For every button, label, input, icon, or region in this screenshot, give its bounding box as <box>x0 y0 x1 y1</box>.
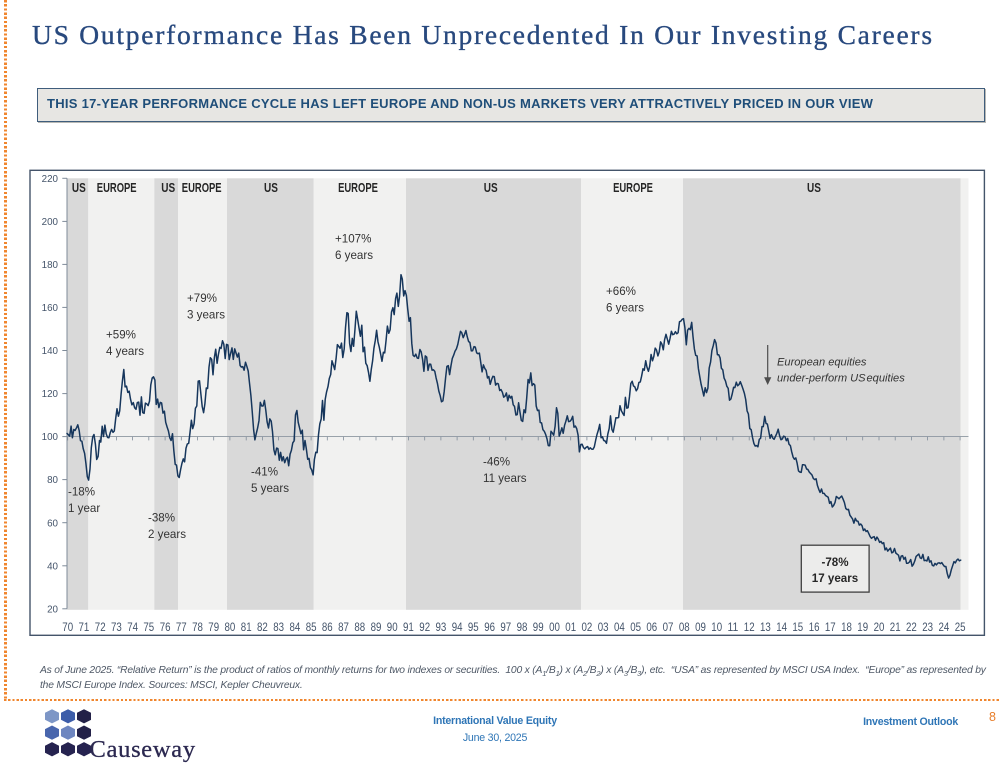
svg-text:220: 220 <box>42 174 59 185</box>
svg-text:22: 22 <box>906 620 917 634</box>
svg-text:94: 94 <box>452 620 463 634</box>
svg-text:-41%: -41% <box>251 466 278 479</box>
svg-text:-46%: -46% <box>483 456 510 469</box>
svg-text:92: 92 <box>419 620 430 634</box>
svg-text:EUROPE: EUROPE <box>613 180 653 195</box>
svg-text:US: US <box>484 180 498 195</box>
svg-text:10: 10 <box>711 620 722 634</box>
svg-text:17 years: 17 years <box>812 572 858 585</box>
svg-text:70: 70 <box>62 620 73 634</box>
svg-text:75: 75 <box>143 620 154 634</box>
svg-text:73: 73 <box>111 620 122 634</box>
svg-text:13: 13 <box>760 620 771 634</box>
svg-text:05: 05 <box>630 620 641 634</box>
svg-text:00: 00 <box>549 620 560 634</box>
svg-text:120: 120 <box>42 389 59 400</box>
svg-text:US: US <box>807 180 821 195</box>
svg-text:40: 40 <box>47 561 58 572</box>
svg-text:3 years: 3 years <box>187 308 225 321</box>
svg-text:140: 140 <box>42 346 59 357</box>
svg-text:1 year: 1 year <box>68 502 100 515</box>
svg-text:200: 200 <box>42 217 59 228</box>
svg-text:19: 19 <box>857 620 868 634</box>
svg-text:+107%: +107% <box>335 233 371 246</box>
svg-text:17: 17 <box>825 620 836 634</box>
svg-text:85: 85 <box>306 620 317 634</box>
svg-text:88: 88 <box>354 620 365 634</box>
svg-text:60: 60 <box>47 518 58 529</box>
svg-text:06: 06 <box>646 620 657 634</box>
svg-text:20: 20 <box>874 620 885 634</box>
svg-text:81: 81 <box>241 620 252 634</box>
svg-text:100: 100 <box>42 432 59 443</box>
svg-text:11: 11 <box>728 620 739 634</box>
svg-text:82: 82 <box>257 620 268 634</box>
svg-text:90: 90 <box>387 620 398 634</box>
svg-text:25: 25 <box>955 620 966 634</box>
svg-text:80: 80 <box>225 620 236 634</box>
svg-text:EUROPE: EUROPE <box>338 180 378 195</box>
svg-text:under-perform US equities: under-perform US equities <box>777 373 905 385</box>
svg-text:12: 12 <box>744 620 755 634</box>
svg-text:6 years: 6 years <box>335 249 373 262</box>
svg-text:95: 95 <box>468 620 479 634</box>
svg-text:4 years: 4 years <box>106 345 144 358</box>
svg-text:20: 20 <box>47 604 58 615</box>
svg-text:72: 72 <box>95 620 106 634</box>
svg-text:EUROPE: EUROPE <box>182 180 222 195</box>
svg-text:6 years: 6 years <box>606 301 644 314</box>
svg-text:02: 02 <box>582 620 593 634</box>
svg-text:5 years: 5 years <box>251 482 289 495</box>
svg-text:US: US <box>161 180 175 195</box>
svg-text:03: 03 <box>598 620 609 634</box>
svg-text:14: 14 <box>776 620 787 634</box>
svg-text:-38%: -38% <box>148 512 175 525</box>
svg-text:99: 99 <box>533 620 544 634</box>
svg-text:83: 83 <box>273 620 284 634</box>
svg-text:76: 76 <box>160 620 171 634</box>
svg-text:79: 79 <box>208 620 219 634</box>
svg-text:2 years: 2 years <box>148 528 186 541</box>
svg-text:77: 77 <box>176 620 187 634</box>
svg-text:18: 18 <box>841 620 852 634</box>
svg-text:+59%: +59% <box>106 329 136 342</box>
svg-text:160: 160 <box>42 303 59 314</box>
svg-text:91: 91 <box>403 620 414 634</box>
svg-text:78: 78 <box>192 620 203 634</box>
svg-text:US: US <box>264 180 278 195</box>
svg-text:09: 09 <box>695 620 706 634</box>
svg-text:EUROPE: EUROPE <box>97 180 137 195</box>
svg-text:180: 180 <box>42 260 59 271</box>
svg-text:US: US <box>72 180 86 195</box>
svg-text:European equities: European equities <box>777 357 867 369</box>
svg-text:96: 96 <box>484 620 495 634</box>
svg-text:11 years: 11 years <box>483 472 527 485</box>
svg-text:93: 93 <box>436 620 447 634</box>
svg-text:87: 87 <box>338 620 349 634</box>
svg-text:16: 16 <box>809 620 820 634</box>
svg-text:80: 80 <box>47 475 58 486</box>
svg-text:84: 84 <box>290 620 301 634</box>
svg-text:86: 86 <box>322 620 333 634</box>
svg-text:71: 71 <box>79 620 90 634</box>
svg-text:08: 08 <box>679 620 690 634</box>
svg-text:23: 23 <box>922 620 933 634</box>
svg-text:01: 01 <box>565 620 576 634</box>
svg-text:21: 21 <box>890 620 901 634</box>
svg-text:-78%: -78% <box>821 556 848 569</box>
svg-text:98: 98 <box>517 620 528 634</box>
svg-text:74: 74 <box>127 620 138 634</box>
svg-text:-18%: -18% <box>68 486 95 499</box>
svg-text:89: 89 <box>371 620 382 634</box>
svg-text:04: 04 <box>614 620 625 634</box>
svg-text:24: 24 <box>939 620 950 634</box>
svg-text:97: 97 <box>500 620 511 634</box>
svg-text:+66%: +66% <box>606 285 636 298</box>
svg-text:07: 07 <box>663 620 674 634</box>
svg-text:+79%: +79% <box>187 292 217 305</box>
svg-text:15: 15 <box>792 620 803 634</box>
